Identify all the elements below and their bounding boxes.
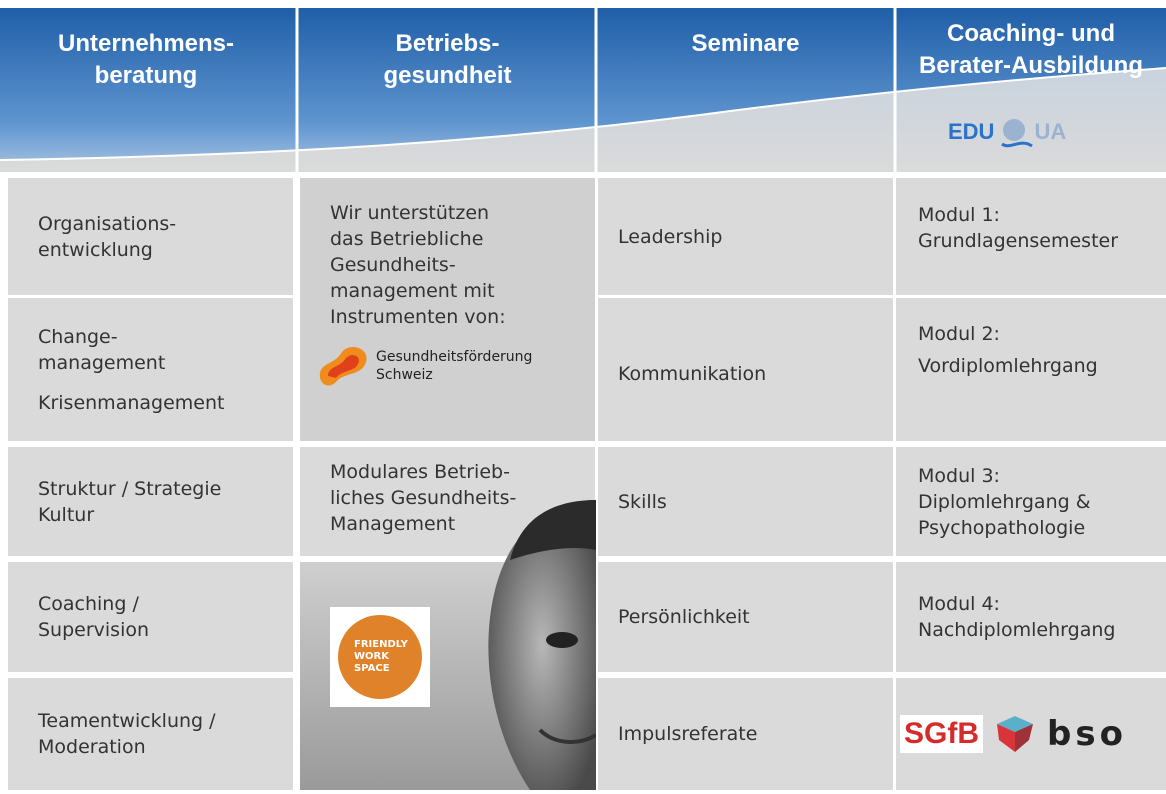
text: liches Gesundheits- <box>330 487 517 509</box>
cell: Teamentwicklung / Moderation <box>8 678 293 790</box>
text: Teamentwicklung / <box>38 710 216 732</box>
text: Nachdiplomlehrgang <box>918 619 1116 641</box>
cell: Change-management Krisenmanagement <box>8 298 293 441</box>
cell: Skills <box>598 447 893 556</box>
text: Berater-Ausbildung <box>918 52 1143 79</box>
friendly-logo: FRIENDLY WORK SPACE <box>330 607 430 707</box>
text: Unternehmens- <box>57 30 235 57</box>
eduqua-logo: EDU UA <box>948 116 1066 150</box>
text: entwicklung <box>38 238 153 261</box>
text: Grundlagensemester <box>918 230 1119 252</box>
header-title: Seminare <box>598 28 893 60</box>
text: Diplomlehrgang & <box>918 490 1091 513</box>
header-title: Unternehmens-beratung <box>0 28 292 92</box>
cell: Coaching / Supervision <box>8 562 293 672</box>
text: SPACE <box>354 663 390 674</box>
cell: Modul 2: Vordiplomlehrgang <box>896 298 1166 441</box>
text: Modul 2: <box>918 323 1000 345</box>
text: FRIENDLY <box>354 639 408 650</box>
text: Seminare <box>691 30 800 57</box>
cell: Modul 1: Grundlagensemester <box>896 178 1166 295</box>
q-icon <box>1001 119 1034 148</box>
cell: Modul 4: Nachdiplomlehrgang <box>896 562 1166 672</box>
person-photo <box>488 500 596 790</box>
text: Gesundheitsförderung <box>376 349 533 365</box>
partner-logos: SGfB bso <box>896 678 1166 790</box>
cell: Impulsreferate <box>598 678 893 790</box>
cell: Modul 3: Diplomlehrgang & Psychopathologie <box>896 447 1166 556</box>
text: Struktur / Strategie <box>38 477 222 500</box>
text: Leadership <box>618 225 723 248</box>
text: Kommunikation <box>618 362 767 385</box>
text: Gesundheits- <box>330 254 456 276</box>
text: Kultur <box>38 503 95 526</box>
text: Vordiplomlehrgang <box>918 355 1098 377</box>
cell: Organisations-entwicklung <box>8 178 293 295</box>
text: Betriebs- <box>395 30 500 57</box>
cell: Leadership <box>598 178 893 295</box>
text: Persönlichkeit <box>618 606 750 628</box>
text: Wir unterstützen <box>330 202 490 224</box>
text: Supervision <box>38 619 150 641</box>
text: management <box>38 351 166 374</box>
logo-shape <box>319 347 367 386</box>
text: Coaching / <box>38 593 139 615</box>
text: Krisenmanagement <box>38 391 225 414</box>
text: management mit <box>330 280 495 302</box>
cell: Persönlichkeit <box>598 562 893 672</box>
text: Management <box>330 513 456 535</box>
text: Modul 3: <box>918 464 1000 487</box>
cell: Struktur / Strategie Kultur <box>8 447 293 556</box>
cell: Wir unterstützen das Betriebliche Gesundhe… <box>300 178 595 441</box>
text: gesundheit <box>383 62 512 89</box>
cell: Kommunikation <box>598 298 893 441</box>
text: Instrumenten von: <box>330 306 506 328</box>
text: Modul 4: <box>918 593 1000 615</box>
text: Organisations- <box>38 212 177 235</box>
bso-icon <box>997 716 1033 752</box>
text: Skills <box>618 490 667 513</box>
text: Coaching- und <box>947 20 1115 47</box>
header-bg <box>0 8 1166 172</box>
text: Modulares Betrieb- <box>330 461 510 483</box>
text: UA <box>1034 118 1067 144</box>
cell: Modulares Betrieb-liches Gesundheits- Man… <box>300 447 595 556</box>
text: Psychopathologie <box>918 516 1086 539</box>
text: das Betriebliche <box>330 228 484 250</box>
text: Moderation <box>38 736 146 758</box>
text: Modul 1: <box>918 204 1000 226</box>
text: WORK <box>354 651 389 662</box>
gesundheit-logo: Gesundheitsförderung Schweiz <box>314 342 595 390</box>
text: Schweiz <box>376 367 433 383</box>
text: EDU <box>948 118 995 144</box>
text: Impulsreferate <box>618 723 758 745</box>
header-title: Coaching- und Berater-Ausbildung <box>896 18 1166 82</box>
text: Change- <box>38 325 118 348</box>
bso-logo: bso <box>1047 714 1127 754</box>
sgfb-logo: SGfB <box>900 715 983 753</box>
header-title: Betriebs-gesundheit <box>300 28 595 92</box>
text: beratung <box>94 62 198 89</box>
